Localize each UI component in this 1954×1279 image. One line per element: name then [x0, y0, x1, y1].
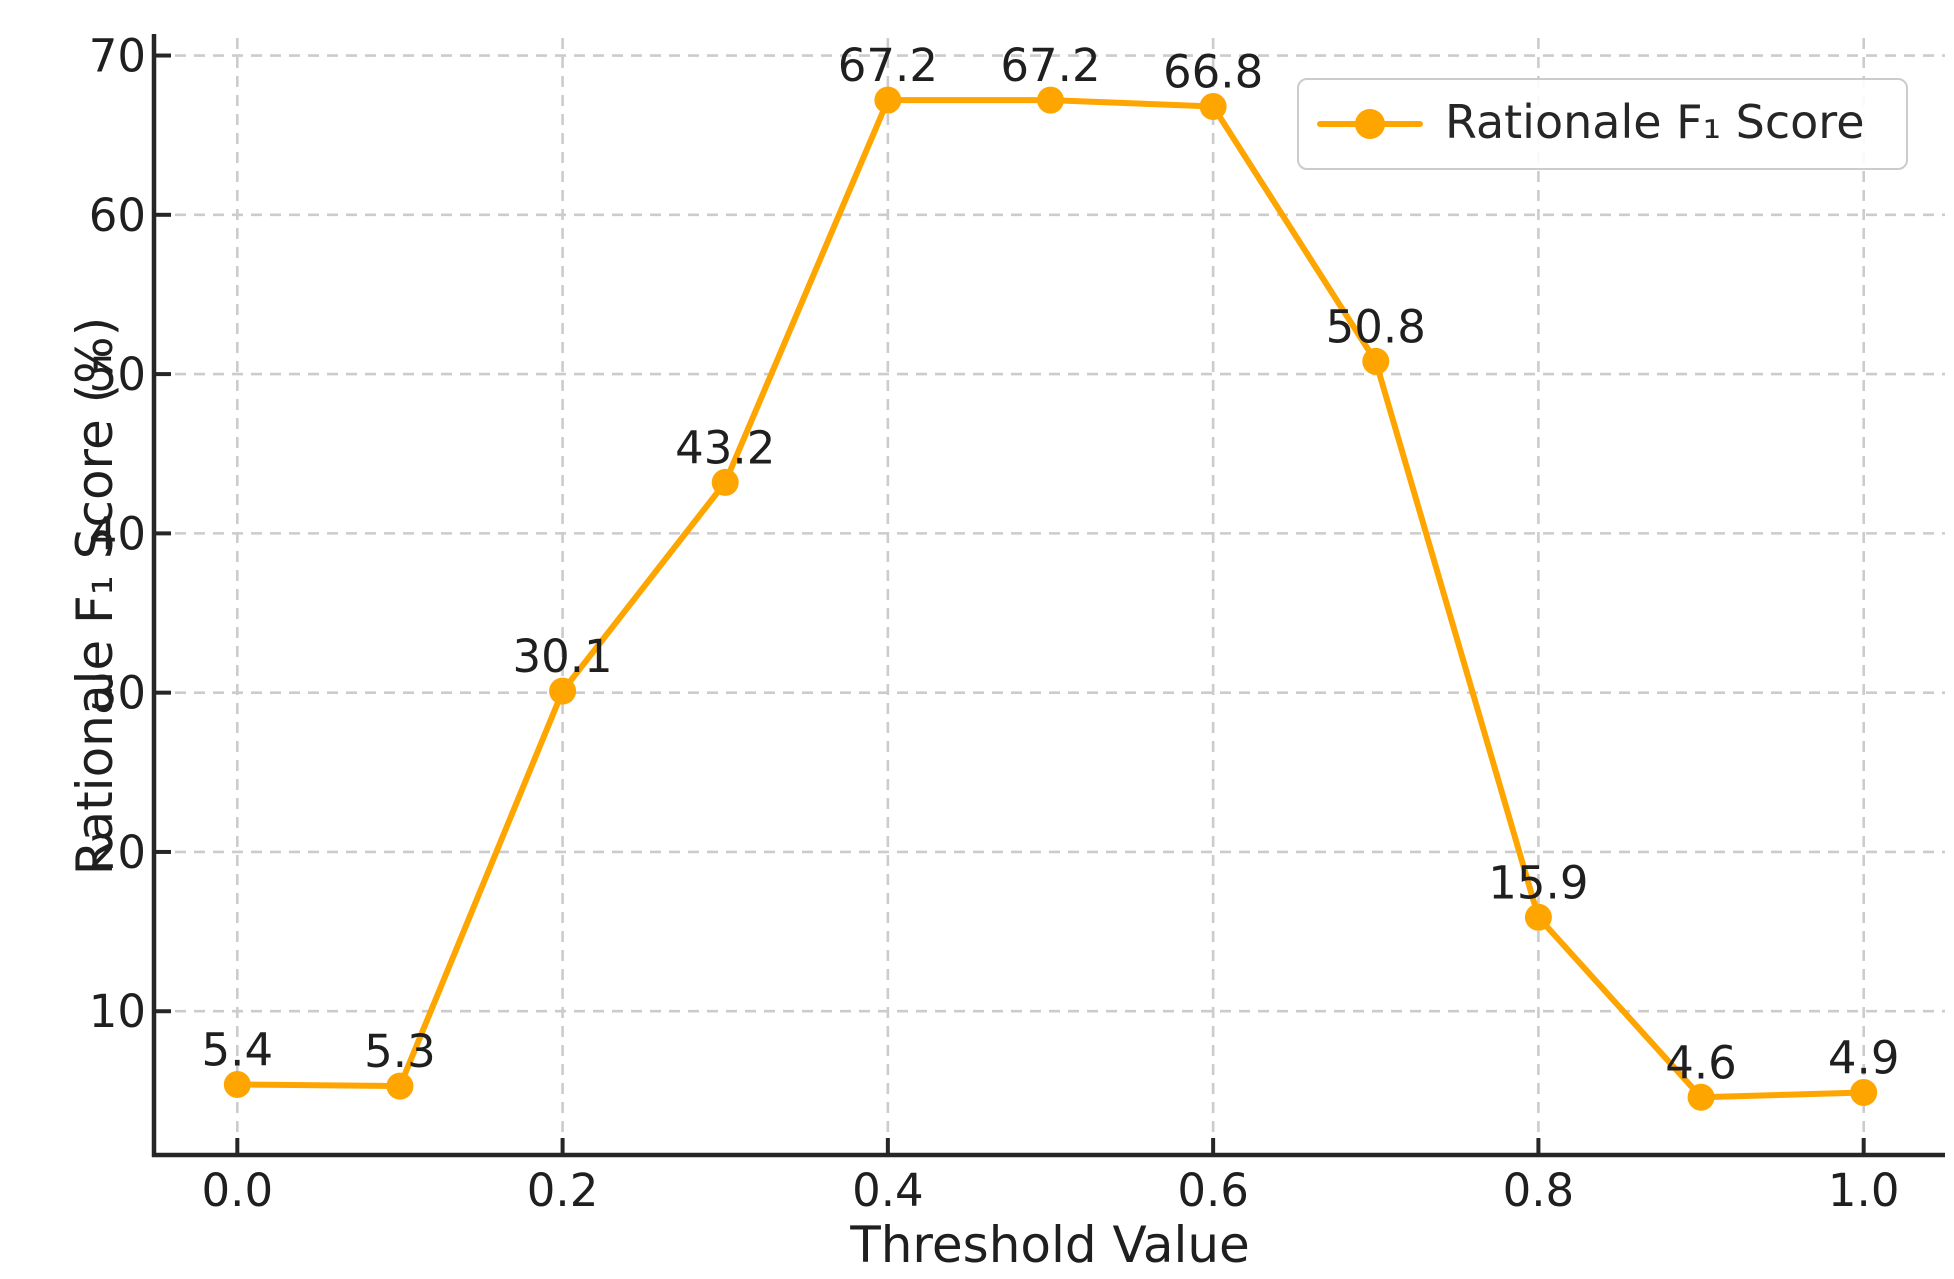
data-label: 5.3: [364, 1025, 436, 1078]
y-tick-label: 50: [89, 348, 146, 401]
data-label: 15.9: [1488, 856, 1588, 909]
data-labels: 5.4 5.3 30.1 43.2 67.2 67.2 66.8 50.8 15.9 4.6 4.9: [202, 39, 1900, 1089]
data-point-marker: [223, 1071, 251, 1099]
data-point-marker: [711, 468, 739, 496]
data-point-marker: [1524, 903, 1552, 931]
data-label: 66.8: [1163, 45, 1263, 98]
x-tick-label: 0.6: [1177, 1164, 1249, 1217]
legend-label: Rationale F₁ Score: [1445, 95, 1865, 149]
x-axis-label: Threshold Value: [849, 1216, 1250, 1274]
series-line: [234, 97, 1867, 1101]
data-point-marker: [386, 1072, 414, 1100]
axes: [151, 34, 1945, 1158]
series-rationale-f1: [223, 86, 1878, 1111]
gridlines: [156, 38, 1945, 1153]
data-label: 67.2: [838, 39, 938, 92]
data-point-marker: [1199, 92, 1227, 120]
x-tick-label: 1.0: [1828, 1164, 1900, 1217]
data-label: 50.8: [1326, 300, 1426, 353]
y-axis-label: Rationale F₁ Score (%): [66, 317, 124, 875]
data-point-marker: [874, 86, 902, 114]
y-tick-label: 30: [89, 667, 146, 720]
data-point-marker: [1850, 1078, 1878, 1106]
y-tick-label: 60: [89, 189, 146, 242]
y-tick-label: 70: [89, 30, 146, 83]
data-label: 43.2: [675, 421, 775, 474]
x-tick-label: 0.0: [202, 1164, 274, 1217]
y-tick-label: 40: [89, 507, 146, 560]
data-label: 5.4: [202, 1024, 274, 1077]
data-label: 4.9: [1828, 1031, 1900, 1084]
legend-swatch: [1317, 109, 1423, 139]
data-point-marker: [1687, 1083, 1715, 1111]
tick-labels: 0.0 0.2 0.4 0.6 0.8 1.0 10 20 30 40 50 60 70: [89, 30, 1900, 1217]
y-tick-label: 20: [89, 826, 146, 879]
data-point-marker: [1037, 86, 1064, 114]
data-point-marker: [1362, 347, 1390, 375]
x-tick-label: 0.8: [1503, 1164, 1575, 1217]
data-label: 4.6: [1665, 1036, 1737, 1089]
y-tick-label: 10: [89, 985, 146, 1038]
data-label: 67.2: [1000, 39, 1100, 92]
legend-marker-dot: [1355, 109, 1385, 139]
x-tick-label: 0.2: [527, 1164, 599, 1217]
data-point-marker: [549, 677, 577, 705]
x-tick-label: 0.4: [852, 1164, 924, 1217]
legend: Rationale F₁ Score: [1297, 78, 1908, 170]
data-label: 30.1: [512, 630, 612, 683]
